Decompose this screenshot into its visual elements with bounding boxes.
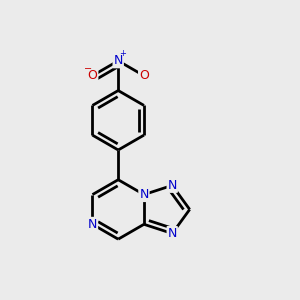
Text: N: N (88, 218, 97, 231)
Text: N: N (167, 179, 177, 192)
Text: N: N (167, 227, 177, 240)
Text: O: O (139, 69, 149, 82)
Text: N: N (139, 188, 148, 201)
Text: N: N (113, 54, 123, 67)
Text: +: + (119, 49, 126, 58)
Text: −: − (84, 64, 92, 74)
Text: O: O (88, 69, 98, 82)
